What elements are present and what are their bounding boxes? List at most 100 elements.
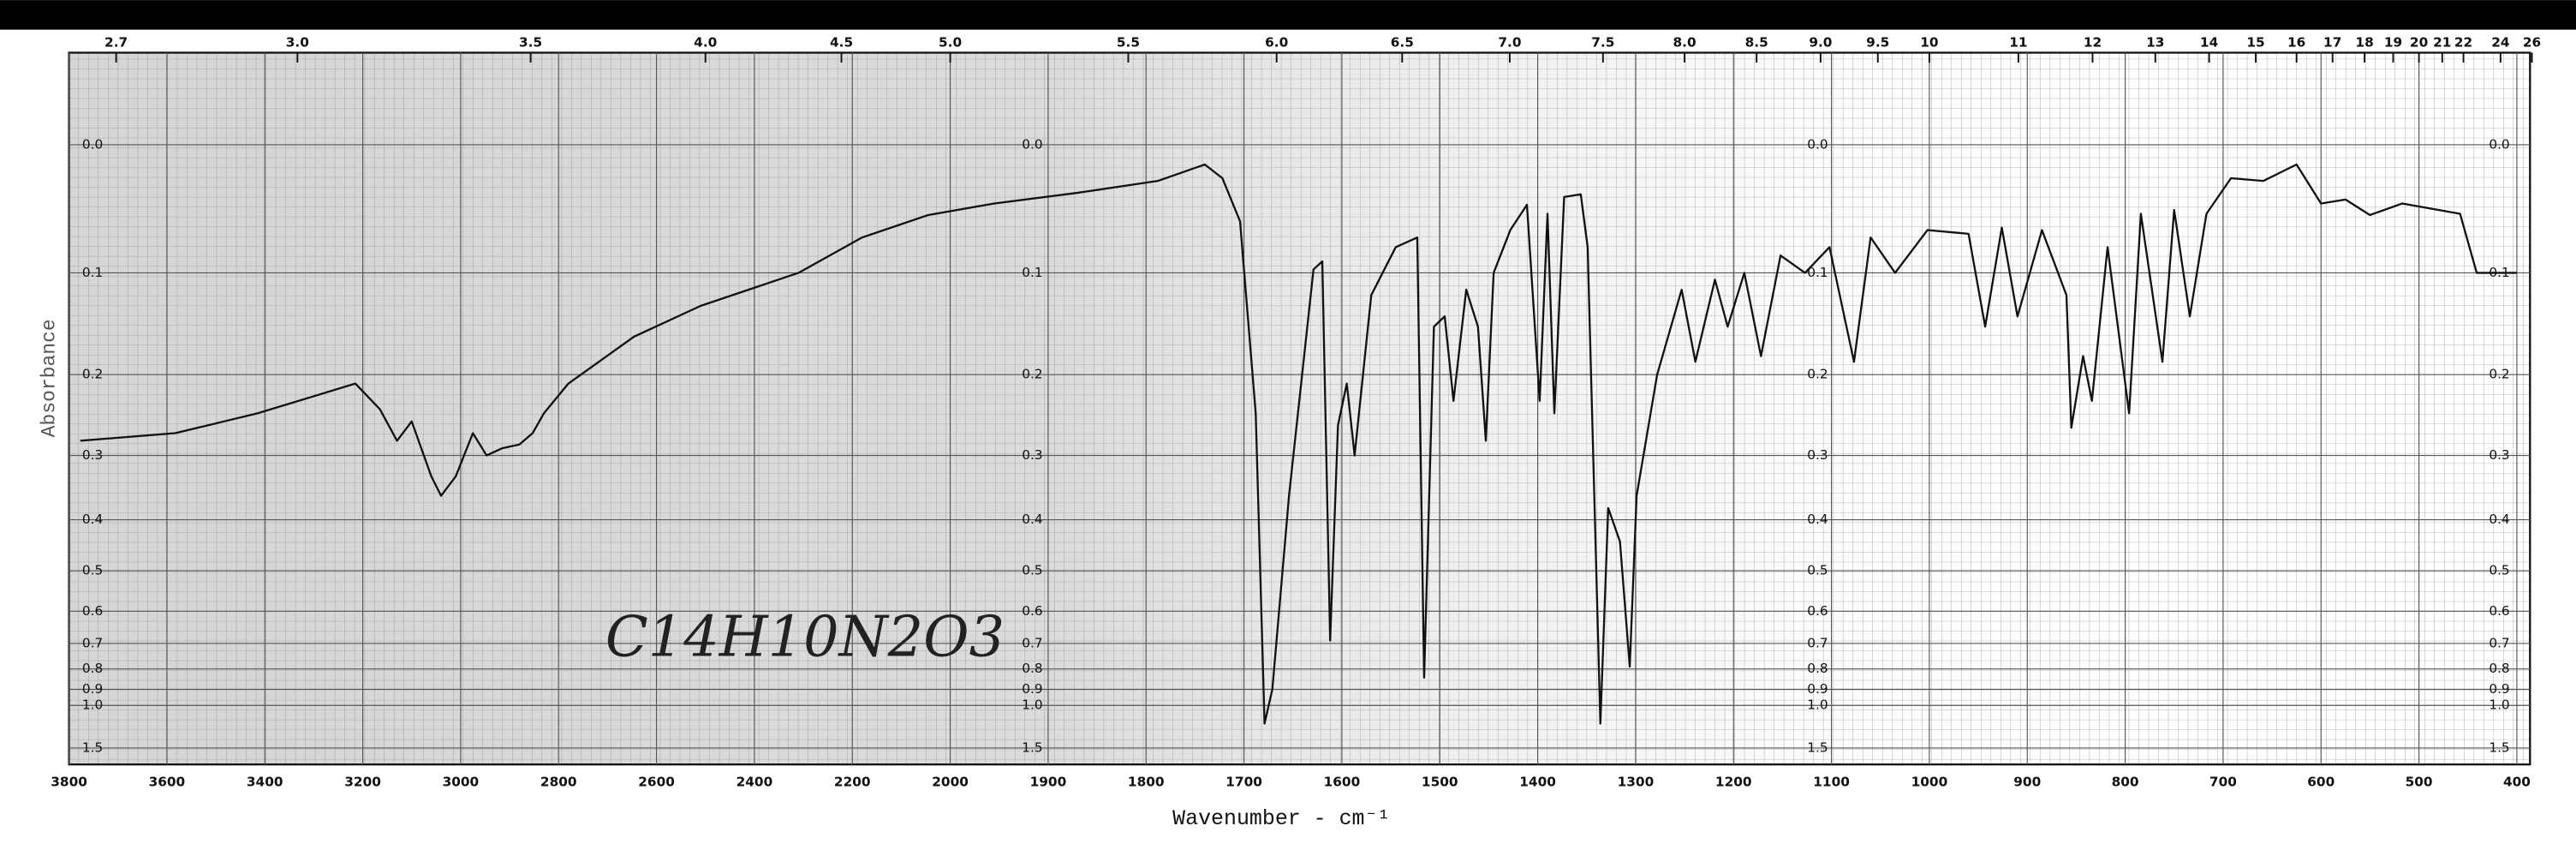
x-tick-label: 700: [2209, 775, 2237, 790]
x2-tick-label: 7.5: [1591, 34, 1614, 50]
x-tick-label: 900: [2013, 775, 2041, 790]
y-tick-label: 1.5: [1022, 739, 1042, 755]
x-tick-label: 3000: [443, 775, 480, 790]
x2-tick-label: 6.0: [1265, 34, 1288, 50]
x2-tick-label: 22: [2454, 34, 2472, 50]
x-tick-label: 500: [2406, 775, 2433, 790]
x2-tick-label: 16: [2287, 34, 2305, 50]
x2-tick-label: 24: [2491, 34, 2509, 50]
x2-tick-label: 8.0: [1673, 34, 1696, 50]
x-tick-label: 2200: [834, 775, 871, 790]
x2-tick-label: 26: [2523, 34, 2541, 50]
y-tick-label: 0.5: [82, 563, 103, 578]
y-tick-label: 0.1: [1022, 265, 1042, 280]
x-tick-label: 1700: [1225, 775, 1262, 790]
y-tick-label: 0.6: [2489, 603, 2509, 619]
x2-tick-label: 8.5: [1745, 34, 1768, 50]
x-tick-label: 1300: [1618, 775, 1655, 790]
y-tick-label: 0.3: [1022, 447, 1042, 463]
x2-tick-label: 10: [1920, 34, 1938, 50]
y-tick-label: 0.0: [1022, 136, 1042, 152]
x2-tick-label: 2.7: [104, 34, 128, 50]
x-tick-label: 800: [2112, 775, 2139, 790]
x-tick-label: 1900: [1030, 775, 1067, 790]
y-tick-label: 0.0: [82, 136, 103, 152]
y-tick-label: 0.5: [2489, 563, 2509, 578]
y-tick-label: 0.0: [2489, 136, 2509, 152]
y-tick-label: 1.0: [82, 697, 103, 713]
x2-tick-label: 20: [2410, 34, 2428, 50]
x-tick-label: 3200: [344, 775, 381, 790]
handwritten-formula: C14H10N2O3: [605, 604, 1005, 669]
y-tick-label: 0.8: [1022, 661, 1042, 676]
x2-tick-label: 3.0: [286, 34, 309, 50]
x-tick-label: 1800: [1128, 775, 1165, 790]
x-tick-label: 3600: [149, 775, 186, 790]
y-tick-label: 0.9: [2489, 681, 2509, 697]
y-tick-label: 1.0: [1022, 697, 1042, 713]
spectrum-line: [80, 163, 2517, 725]
y-tick-label: 0.1: [82, 265, 103, 280]
y-tick-label: 0.4: [1022, 512, 1042, 527]
y-tick-label: 0.0: [1807, 136, 1828, 152]
y-tick-label: 0.9: [1022, 681, 1042, 697]
x2-tick-label: 6.5: [1391, 34, 1414, 50]
x-tick-label: 1100: [1813, 775, 1850, 790]
x2-tick-label: 12: [2084, 34, 2102, 50]
x2-tick-label: 4.0: [694, 34, 717, 50]
y-tick-label: 0.3: [1807, 447, 1828, 463]
x2-tick-label: 13: [2146, 34, 2164, 50]
y-tick-label: 0.5: [1807, 563, 1828, 578]
y-tick-label: 1.0: [2489, 697, 2509, 713]
y-tick-label: 0.6: [1807, 603, 1828, 619]
x2-tick-label: 7.0: [1498, 34, 1521, 50]
y-tick-label: 1.5: [82, 739, 103, 755]
x2-tick-label: 5.5: [1117, 34, 1140, 50]
scan-border: [0, 0, 2576, 30]
y-tick-label: 0.6: [1022, 603, 1042, 619]
y-tick-label: 0.7: [1807, 635, 1828, 650]
x2-tick-label: 3.5: [519, 34, 542, 50]
y-tick-label: 0.7: [82, 635, 103, 650]
x-tick-label: 1500: [1422, 775, 1458, 790]
x-tick-label: 1200: [1715, 775, 1752, 790]
y-tick-label: 0.8: [82, 661, 103, 676]
x2-tick-label: 19: [2384, 34, 2402, 50]
y-tick-label: 0.8: [1807, 661, 1828, 676]
y-tick-label: 1.0: [1807, 697, 1828, 713]
scan-shade: [69, 52, 2531, 765]
x-tick-label: 600: [2307, 775, 2334, 790]
y-tick-label: 1.5: [2489, 739, 2509, 755]
x-tick-label: 2600: [638, 775, 675, 790]
x-axis-label: Wavenumber - cm⁻¹: [1172, 807, 1390, 831]
x2-tick-label: 5.0: [939, 34, 962, 50]
x-tick-label: 2000: [932, 775, 969, 790]
y-tick-label: 0.2: [1807, 367, 1828, 382]
y-tick-label: 0.3: [82, 447, 103, 463]
y-tick-label: 0.2: [1022, 367, 1042, 382]
x-tick-label: 2400: [736, 775, 773, 790]
x-tick-label: 3400: [247, 775, 283, 790]
y-tick-label: 0.6: [82, 603, 103, 619]
x-tick-label: 400: [2503, 775, 2531, 790]
x2-tick-label: 15: [2246, 34, 2264, 50]
y-tick-label: 0.4: [1807, 512, 1828, 527]
y-tick-label: 1.5: [1807, 739, 1828, 755]
y-tick-label: 0.5: [1022, 563, 1042, 578]
y-tick-label: 0.9: [1807, 681, 1828, 697]
y-tick-label: 0.4: [82, 512, 103, 527]
x-tick-label: 1600: [1324, 775, 1361, 790]
x2-tick-label: 9.0: [1809, 34, 1832, 50]
x2-tick-label: 14: [2200, 34, 2218, 50]
y-axis-label: Absorbance: [39, 319, 61, 437]
y-tick-label: 0.8: [2489, 661, 2509, 676]
x-tick-label: 2800: [540, 775, 577, 790]
x2-tick-label: 4.5: [830, 34, 853, 50]
x2-tick-label: 11: [2009, 34, 2027, 50]
y-tick-label: 0.3: [2489, 447, 2509, 463]
y-tick-label: 0.2: [2489, 367, 2509, 382]
x-tick-label: 3800: [51, 775, 87, 790]
y-tick-label: 0.7: [1022, 635, 1042, 650]
